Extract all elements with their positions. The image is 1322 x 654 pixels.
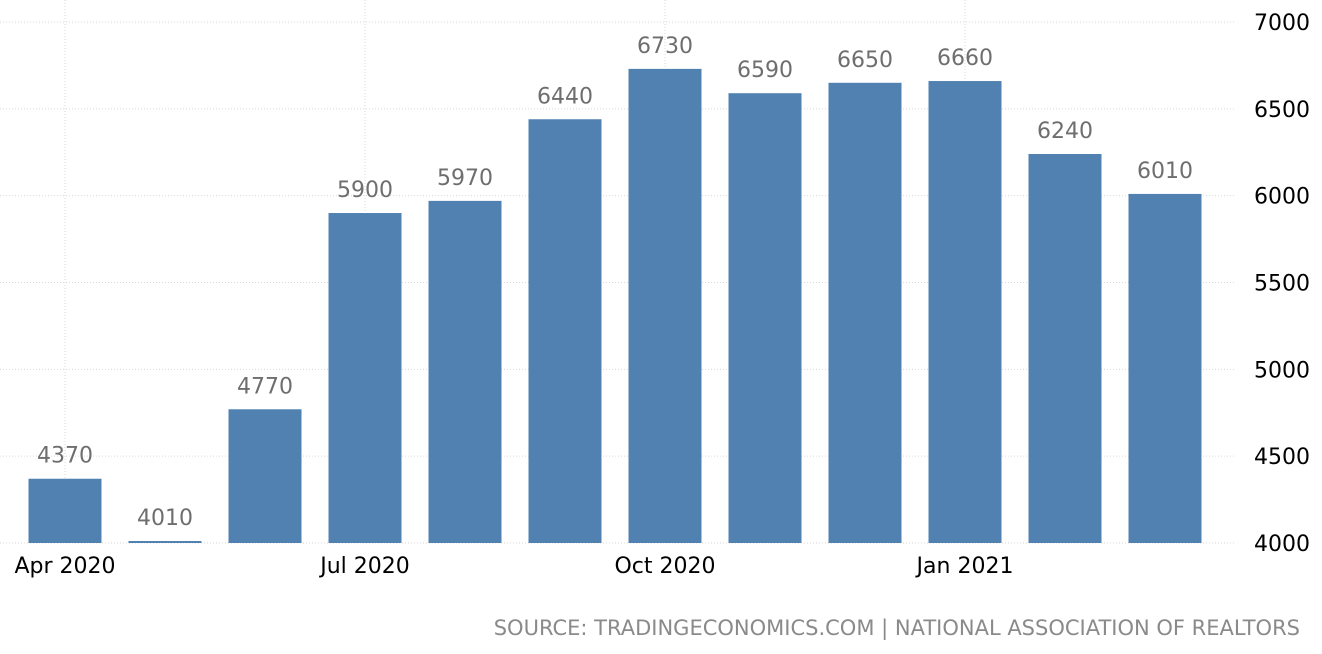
bar bbox=[728, 93, 802, 543]
x-tick-label: Jan 2021 bbox=[915, 554, 1014, 579]
bar-value-label: 6240 bbox=[1037, 119, 1093, 144]
bar bbox=[928, 81, 1002, 544]
bar bbox=[528, 119, 602, 544]
bar-value-label: 6650 bbox=[837, 48, 893, 73]
bar bbox=[28, 478, 102, 543]
y-tick-label: 5500 bbox=[1254, 272, 1310, 297]
data-labels: 4370 4010 4770 5900 5970 6440 6730 6590 6650 6660… bbox=[37, 34, 1193, 531]
bar-value-label: 4770 bbox=[237, 374, 293, 399]
bar-value-label: 5900 bbox=[337, 178, 393, 203]
bar bbox=[1028, 153, 1102, 543]
bar-value-label: 6440 bbox=[537, 84, 593, 109]
y-tick-label: 5000 bbox=[1254, 358, 1310, 383]
bar bbox=[828, 82, 902, 544]
bar-series bbox=[28, 68, 1202, 544]
x-tick-label: Oct 2020 bbox=[614, 554, 715, 579]
y-tick-label: 7000 bbox=[1254, 11, 1310, 36]
y-tick-label: 4000 bbox=[1254, 532, 1310, 557]
y-tick-label: 6000 bbox=[1254, 185, 1310, 210]
bar-value-label: 6010 bbox=[1137, 159, 1193, 184]
bar-value-label: 6660 bbox=[937, 46, 993, 71]
x-tick-label: Apr 2020 bbox=[14, 554, 115, 579]
bar bbox=[328, 213, 402, 544]
bar bbox=[628, 68, 702, 543]
bar bbox=[228, 409, 302, 543]
bar bbox=[428, 200, 502, 544]
bar-value-label: 6590 bbox=[737, 58, 793, 83]
bar-value-label: 6730 bbox=[637, 34, 693, 59]
y-tick-label: 4500 bbox=[1254, 445, 1310, 470]
bar-value-label: 4010 bbox=[137, 506, 193, 531]
bar bbox=[128, 541, 202, 543]
x-tick-label: Jul 2020 bbox=[318, 554, 410, 579]
x-axis: Apr 2020 Jul 2020 Oct 2020 Jan 2021 bbox=[14, 554, 1013, 579]
y-axis: 4000 4500 5000 5500 6000 6500 7000 bbox=[1254, 11, 1310, 557]
y-tick-label: 6500 bbox=[1254, 98, 1310, 123]
bar-value-label: 4370 bbox=[37, 444, 93, 469]
bar bbox=[1128, 193, 1202, 543]
bar-value-label: 5970 bbox=[437, 166, 493, 191]
source-attribution: SOURCE: TRADINGECONOMICS.COM | NATIONAL … bbox=[494, 616, 1300, 641]
